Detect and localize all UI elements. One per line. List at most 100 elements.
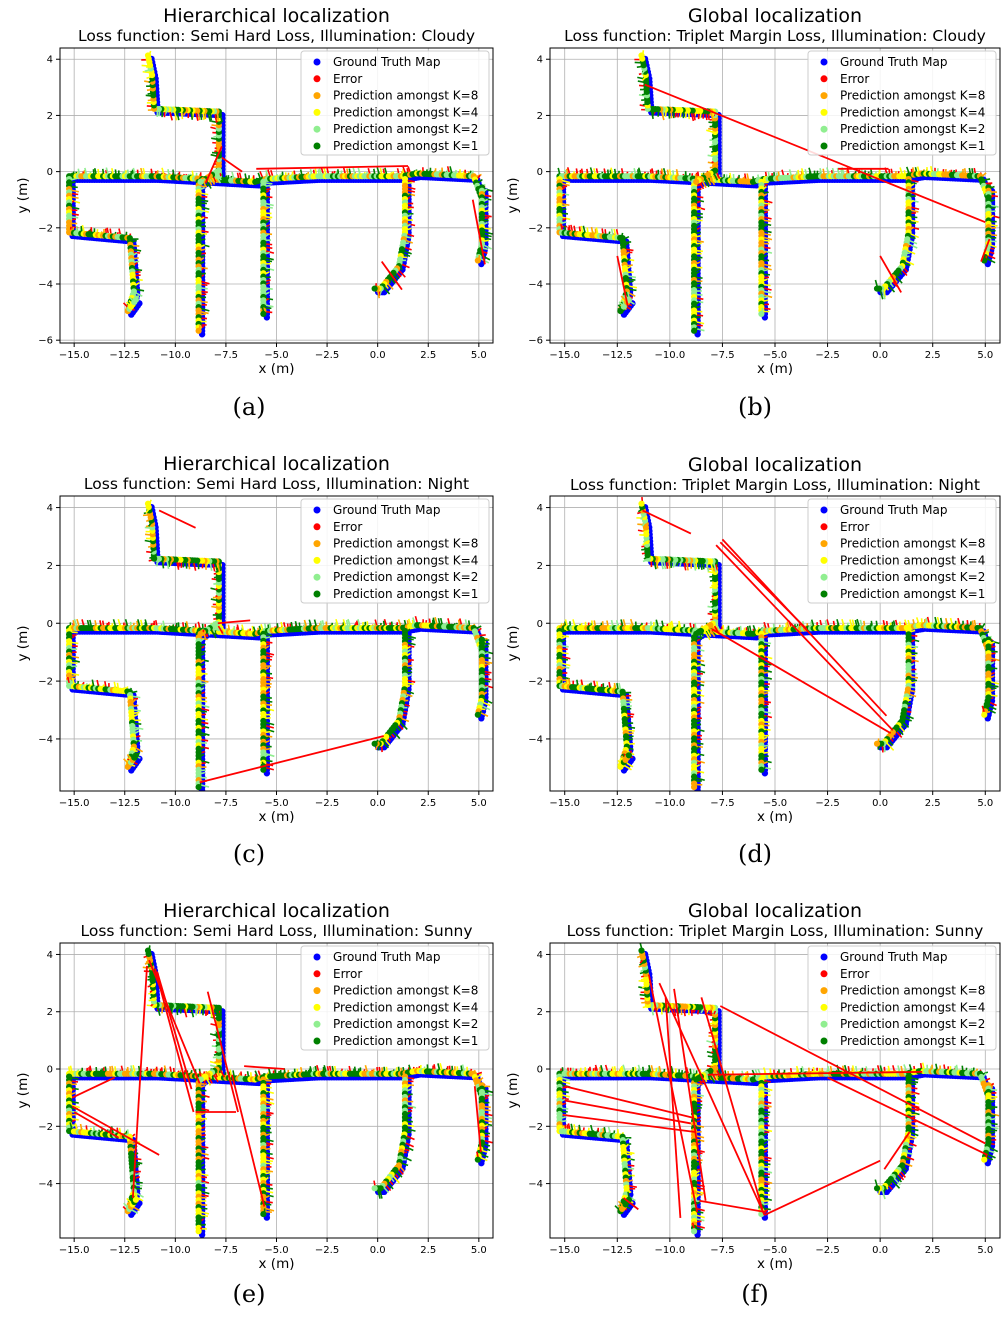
data-layer	[556, 50, 1000, 338]
legend-marker	[313, 142, 321, 150]
prediction-point	[260, 766, 267, 773]
chart-subtitle: Loss function: Semi Hard Loss, Illuminat…	[78, 27, 475, 45]
prediction-series	[556, 497, 1000, 791]
x-tick-label: 2.5	[420, 798, 436, 809]
data-layer	[66, 499, 493, 791]
x-tick-label: −5.0	[264, 798, 288, 809]
legend-marker	[313, 75, 321, 83]
legend-label: Prediction amongst K=1	[333, 139, 478, 153]
prediction-point	[371, 285, 378, 292]
y-tick-label: 4	[47, 503, 53, 514]
legend-marker	[313, 523, 321, 531]
x-tick-label: −10.0	[160, 350, 191, 361]
y-tick-label: 2	[47, 561, 53, 572]
x-tick-label: 5.0	[471, 350, 487, 361]
legend-marker	[313, 540, 321, 548]
x-tick-label: 2.5	[420, 350, 436, 361]
y-tick-label: −6	[38, 336, 53, 347]
ticks: −15.0 −12.5 −10.0 −7.5 −5.0 −2.5 0.0 2.5 5.0−4−2…	[38, 503, 487, 809]
prediction-series	[556, 50, 1000, 334]
prediction-link	[399, 721, 408, 731]
legend-label: Prediction amongst K=2	[840, 122, 985, 136]
prediction-point	[195, 784, 202, 791]
prediction-point	[197, 630, 204, 637]
y-tick-label: −4	[528, 280, 543, 291]
y-tick-label: −2	[38, 677, 53, 688]
data-layer	[556, 497, 1000, 791]
prediction-point	[371, 740, 378, 747]
legend-marker	[820, 142, 828, 150]
x-tick-label: −5.0	[264, 350, 288, 361]
x-tick-label: −2.5	[315, 350, 339, 361]
legend-label: Prediction amongst K=4	[840, 105, 985, 119]
prediction-point	[638, 52, 645, 59]
error-line	[471, 199, 486, 265]
chart-title: Hierarchical localization	[163, 453, 390, 475]
legend-marker	[820, 125, 828, 133]
error-line	[616, 255, 629, 307]
y-tick-label: 4	[537, 55, 543, 66]
legend-marker	[313, 92, 321, 100]
legend-marker	[313, 573, 321, 581]
legend-label: Prediction amongst K=4	[333, 105, 478, 119]
prediction-point	[474, 711, 481, 718]
legend-label: Prediction amongst K=8	[333, 537, 478, 551]
panel-caption: (b)	[738, 393, 772, 421]
prediction-point	[144, 500, 152, 507]
chart-title: Hierarchical localization	[163, 5, 390, 27]
x-axis-label: x (m)	[259, 361, 295, 377]
chart-subtitle: Loss function: Semi Hard Loss, Illuminat…	[84, 475, 469, 493]
x-tick-label: −7.5	[214, 350, 238, 361]
y-tick-label: −4	[38, 734, 53, 745]
panel-caption: (a)	[232, 393, 265, 421]
y-axis-label: y (m)	[15, 178, 31, 214]
error-line	[380, 260, 403, 291]
y-tick-label: 0	[47, 167, 53, 178]
legend-label: Prediction amongst K=2	[333, 570, 478, 584]
x-tick-label: −12.5	[109, 798, 140, 809]
prediction-series	[66, 499, 493, 791]
x-tick-label: −10.0	[655, 350, 686, 361]
prediction-link	[907, 242, 918, 249]
y-tick-label: −2	[528, 223, 543, 234]
x-tick-label: 0.0	[872, 350, 888, 361]
legend-label: Error	[333, 520, 362, 534]
y-tick-label: 4	[47, 55, 53, 66]
prediction-link	[482, 697, 493, 704]
error-series	[204, 145, 486, 291]
legend-label: Prediction amongst K=4	[333, 553, 478, 567]
legend-label: Prediction amongst K=8	[840, 89, 985, 103]
x-tick-label: −2.5	[815, 350, 839, 361]
prediction-point	[132, 296, 139, 303]
x-tick-label: −7.5	[214, 798, 238, 809]
error-line	[158, 509, 196, 529]
x-tick-label: −12.5	[109, 350, 140, 361]
prediction-point	[144, 52, 152, 59]
panel-a: Hierarchical localization Loss function: …	[0, 0, 502, 440]
chart-subtitle: Loss function: Triplet Margin Loss, Illu…	[570, 476, 980, 494]
x-tick-label: 0.0	[370, 350, 386, 361]
x-tick-label: 5.0	[977, 350, 993, 361]
x-tick-label: −2.5	[315, 798, 339, 809]
y-tick-label: 2	[47, 111, 53, 122]
prediction-series	[66, 50, 493, 334]
x-tick-label: −15.0	[59, 350, 90, 361]
error-line	[217, 619, 251, 625]
x-axis-label: x (m)	[757, 361, 793, 377]
y-axis-label: y (m)	[15, 626, 31, 662]
legend-label: Prediction amongst K=1	[333, 587, 478, 601]
prediction-point	[690, 327, 698, 334]
legend-marker	[313, 556, 321, 564]
prediction-link	[480, 254, 491, 261]
y-tick-label: −2	[38, 223, 53, 234]
legend-label: Error	[333, 72, 362, 86]
legend-label: Prediction amongst K=1	[840, 139, 985, 153]
y-tick-label: 2	[537, 111, 543, 122]
ticks: −15.0 −12.5 −10.0 −7.5 −5.0 −2.5 0.0 2.5 5.0−6−4…	[38, 55, 487, 361]
error-line	[221, 156, 243, 173]
y-tick-label: −6	[528, 336, 543, 347]
